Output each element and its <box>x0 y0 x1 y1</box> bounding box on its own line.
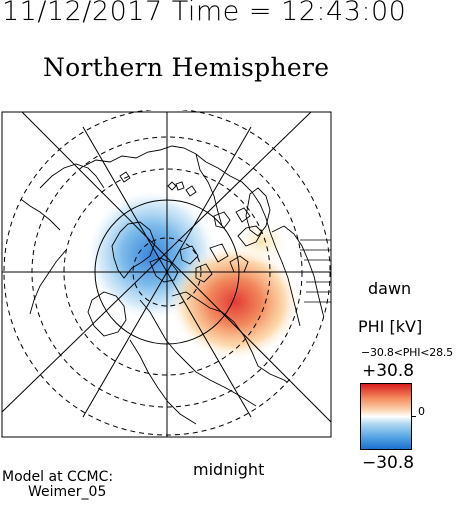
coastline-scandinavia <box>245 187 271 237</box>
positive-potential-cell <box>169 244 301 360</box>
coastline-hudson-bay <box>87 291 127 337</box>
potential-field <box>86 189 301 360</box>
coastline-kamchatka <box>39 163 105 189</box>
coastline-north-america <box>139 291 307 407</box>
colorbar-title: PHI [kV] <box>358 317 423 336</box>
coastline-svalbard <box>213 207 251 229</box>
coastline-labrador <box>129 339 197 425</box>
weak-positive-region <box>232 220 292 264</box>
edge-border-markers <box>300 239 331 303</box>
meridian-lines <box>1 111 332 437</box>
coastlines <box>13 145 327 425</box>
coastline-arctic-islands <box>149 243 229 283</box>
colorbar-gradient <box>360 383 412 450</box>
orientation-label-midnight: midnight <box>193 460 265 479</box>
coastline-greenland <box>111 221 156 279</box>
coastline-iceland <box>229 255 249 273</box>
orientation-label-dawn: dawn <box>368 279 412 298</box>
model-label: Model at CCMC: <box>2 469 114 485</box>
hemisphere-title: Northern Hemisphere <box>43 53 330 82</box>
polar-potential-map <box>1 110 332 438</box>
meridian-diag-4 <box>82 126 252 418</box>
coastline-novaya-zemlya <box>237 225 263 247</box>
coastline-islands <box>119 171 197 197</box>
colorbar-zero-label: 0 <box>418 405 425 418</box>
date-time-title: 11/12/2017 Time = 12:43:00 <box>2 0 407 27</box>
colorbar-max-label: +30.8 <box>362 361 415 381</box>
colorbar-min-label: −30.8 <box>362 453 415 473</box>
potential-colorbar <box>360 383 416 450</box>
model-name: Weimer_05 <box>28 484 107 500</box>
meridian-diag-1 <box>21 111 332 423</box>
meridian-diag-2 <box>1 111 312 413</box>
colorbar-range-text: −30.8<PHI<28.5 <box>361 346 453 359</box>
